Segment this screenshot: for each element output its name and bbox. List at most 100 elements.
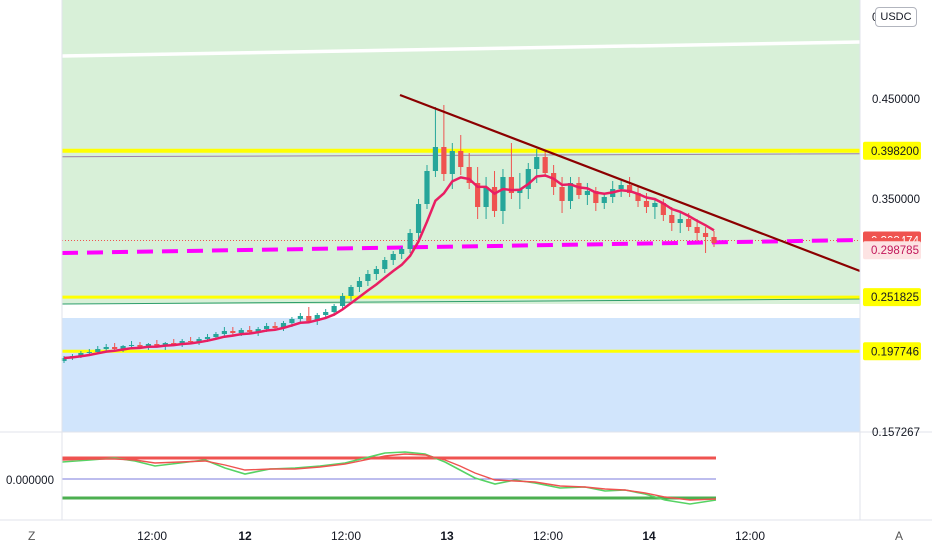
- candle-body: [204, 337, 211, 339]
- candle-body: [669, 215, 675, 223]
- candle-body: [272, 326, 278, 328]
- candle-body: [356, 281, 363, 287]
- candle-body: [491, 187, 498, 211]
- descending-trendline[interactable]: [399, 93, 861, 273]
- blue-zone: [62, 318, 860, 432]
- candle-body: [120, 346, 126, 349]
- candle-body: [542, 157, 548, 173]
- oscillator-lines: [61, 451, 717, 505]
- candle-body: [652, 203, 658, 207]
- resistance-level-tag: 0.398200: [863, 141, 921, 160]
- price-tags: 0.3982000.30847412:260.2987850.2518250.1…: [863, 141, 921, 361]
- time-tick-label: 12:00: [735, 529, 765, 543]
- indicator-zero-label: 0.000000: [6, 475, 54, 487]
- candle-body: [95, 349, 101, 352]
- currency-label[interactable]: USDC: [875, 7, 917, 27]
- candle-body: [196, 339, 202, 342]
- candle-body: [399, 249, 405, 254]
- support-level-tag: 0.251825: [863, 288, 921, 307]
- candle-body: [432, 147, 439, 171]
- candle-body: [382, 260, 388, 269]
- price-tick-label: 0.450000: [872, 94, 920, 106]
- candle-body: [314, 315, 320, 321]
- price-tick-label: 0.157267: [872, 427, 920, 439]
- candle-body: [263, 326, 270, 329]
- candle-body: [188, 341, 194, 342]
- candle-body: [466, 167, 472, 183]
- candle-body: [686, 219, 692, 227]
- magenta-dashed-line[interactable]: [61, 238, 861, 255]
- candle-body: [306, 316, 312, 321]
- candle-body: [525, 169, 531, 189]
- candle-body: [618, 185, 624, 189]
- candle-body: [137, 345, 143, 347]
- candle-body: [475, 183, 481, 207]
- time-tick-label: 12:00: [533, 529, 563, 543]
- candle-body: [103, 347, 109, 349]
- candle-body: [559, 187, 565, 201]
- main-price-pane[interactable]: [61, 0, 861, 432]
- candle-body: [247, 330, 253, 332]
- candle-body: [238, 330, 244, 333]
- candle-body: [500, 177, 506, 211]
- candle-body: [86, 352, 92, 353]
- ma-value-tag: 0.298785: [863, 241, 921, 260]
- time-tick-label: 14: [642, 529, 656, 543]
- indicator-pane[interactable]: [0, 431, 932, 505]
- candle-body: [483, 187, 489, 207]
- candle-body: [424, 171, 430, 204]
- candle-body: [407, 233, 413, 249]
- candle-body: [230, 331, 236, 333]
- candle-body: [348, 287, 354, 296]
- candle-body: [221, 331, 227, 334]
- moving-average-line: [63, 174, 715, 360]
- candle-body: [441, 147, 447, 174]
- candle-body: [323, 312, 329, 315]
- candle-body: [331, 306, 337, 312]
- candle-body: [449, 151, 455, 174]
- candle-body: [677, 219, 683, 223]
- candle-body: [458, 151, 464, 167]
- candle-body: [128, 345, 135, 346]
- candle-body: [145, 344, 152, 347]
- time-tick-label: 12:00: [137, 529, 167, 543]
- candle-body: [601, 197, 607, 203]
- candle-body: [593, 191, 599, 203]
- time-tick-label: 12: [238, 529, 252, 543]
- oscillator-d-line: [61, 453, 717, 501]
- candle-body: [213, 334, 219, 337]
- price-tick-label: 0.350000: [872, 194, 920, 206]
- candle-body: [711, 237, 717, 243]
- candle-body: [534, 157, 540, 169]
- candle-body: [694, 227, 700, 233]
- upper-white-line[interactable]: [61, 40, 861, 58]
- candle-body: [390, 254, 396, 260]
- candle-body: [508, 177, 515, 193]
- candle-body: [61, 358, 67, 361]
- time-tick-label: 12:00: [331, 529, 361, 543]
- candle-body: [576, 183, 582, 195]
- candle-body: [297, 316, 303, 319]
- candle-body: [567, 183, 574, 201]
- candle-body: [179, 341, 185, 344]
- auto-scale-button[interactable]: A: [895, 529, 903, 543]
- zone-divider-line: [61, 298, 861, 305]
- candle-body: [584, 191, 590, 195]
- candle-body: [154, 344, 160, 346]
- timezone-corner-button[interactable]: Z: [28, 529, 35, 543]
- candle-body: [171, 343, 177, 344]
- oscillator-k-line: [61, 451, 717, 505]
- candle-body: [78, 353, 84, 356]
- candle-body: [415, 204, 422, 233]
- candle-body: [255, 329, 261, 332]
- candle-body: [626, 185, 633, 193]
- svg-text:0.197746: 0.197746: [871, 346, 919, 358]
- time-tick-label: 13: [440, 529, 454, 543]
- lower-support-tag: 0.197746: [863, 342, 921, 361]
- svg-text:0.298785: 0.298785: [871, 245, 919, 257]
- time-axis-labels[interactable]: 12:00 12 12:00 13 12:00 14 12:00: [137, 529, 765, 543]
- candle-body: [289, 319, 295, 323]
